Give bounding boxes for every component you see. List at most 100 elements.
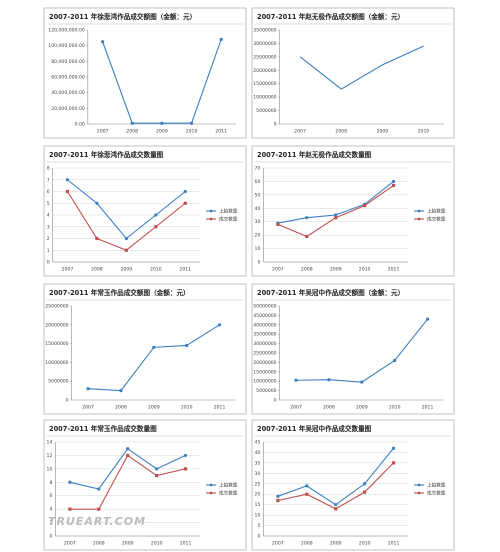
y-tick-label: 5000000: [48, 379, 69, 385]
y-tick-label: 10000000: [45, 360, 68, 366]
x-tick-label: 2011: [388, 267, 400, 273]
x-tick-label: 2011: [215, 129, 227, 135]
data-point: [97, 487, 101, 491]
y-tick-label: 35: [255, 460, 261, 466]
y-tick-label: 40: [255, 450, 261, 456]
data-point: [183, 467, 188, 471]
x-tick-label: 2009: [156, 129, 168, 135]
chart-title: 2007-2011 年吴冠中作品成交数量图: [257, 424, 372, 433]
legend-label: 上拍数量: [427, 482, 446, 489]
data-point: [393, 358, 397, 363]
y-tick-label: 20000000: [253, 360, 276, 366]
data-point: [189, 121, 194, 125]
y-tick-label: 7: [47, 177, 50, 183]
y-tick-label: 30000000: [253, 41, 276, 47]
y-tick-label: 25000000: [253, 351, 276, 357]
data-point: [276, 222, 280, 226]
chart-panel: 2007-2011 年徐悲鸿作品成交数量图 0 1 2 3 4 5 6 7 8 2007 2008 20…: [43, 145, 247, 277]
y-tick-label: 40,000,000.00: [51, 90, 85, 96]
data-point: [86, 387, 90, 391]
x-tick-label: 2009: [376, 129, 388, 135]
y-tick-label: 6: [49, 493, 52, 499]
y-tick-label: 20: [255, 492, 261, 498]
x-tick-label: 2008: [126, 129, 138, 135]
chart-panel: 2007-2011 年吴冠中作品成交额图（金额：元） 0 5000000 100000…: [251, 283, 455, 415]
data-point: [95, 201, 99, 205]
data-point: [305, 234, 309, 239]
x-tick-label: 2009: [122, 541, 134, 547]
x-tick-label: 2011: [214, 405, 226, 411]
y-tick-label: 0: [257, 260, 260, 266]
x-tick-label: 2007: [272, 541, 284, 547]
x-tick-label: 2007: [64, 541, 76, 547]
data-point: [155, 467, 159, 471]
y-tick-label: 15000000: [253, 81, 276, 87]
chart-panel: 2007-2011 年赵无极作品成交数量图 0 10 20 30 40 50 60 70 2007…: [251, 145, 455, 277]
x-tick-label: 2010: [359, 541, 371, 547]
data-point: [160, 121, 164, 125]
legend-label: 成交数量: [219, 490, 238, 497]
data-point: [130, 121, 134, 125]
chart-title: 2007-2011 年赵无极作品成交数量图: [257, 150, 372, 159]
y-tick-label: 45000000: [253, 313, 276, 319]
data-point: [305, 216, 309, 220]
data-point: [68, 480, 72, 484]
y-tick-label: 30: [255, 471, 261, 477]
y-tick-label: 60,000,000.00: [51, 75, 85, 81]
x-tick-label: 2009: [356, 405, 368, 411]
legend-label: 成交数量: [427, 490, 446, 497]
y-tick-label: 100,000,000.00: [48, 43, 85, 49]
y-tick-label: 6: [47, 189, 50, 195]
y-tick-label: 0: [66, 398, 69, 404]
data-point: [185, 343, 189, 348]
y-tick-label: 15000000: [45, 341, 68, 347]
data-point: [183, 453, 188, 458]
y-tick-label: 14: [47, 440, 53, 446]
chart-panel: 2007-2011 年常玉作品成交数量图 0 2 4 6 8 10 12 14 2007 2008 2…: [43, 419, 247, 551]
data-point: [334, 213, 338, 217]
x-tick-label: 2008: [93, 541, 105, 547]
data-point: [155, 473, 159, 478]
x-tick-label: 2010: [151, 541, 163, 547]
data-point: [101, 40, 105, 44]
y-tick-label: 8: [47, 166, 50, 172]
chart-title: 2007-2011 年徐悲鸿作品成交数量图: [49, 150, 164, 159]
y-tick-label: 40000000: [253, 322, 276, 328]
data-point: [119, 389, 123, 393]
panel-frame: [251, 283, 455, 415]
y-tick-label: 20000000: [45, 322, 68, 328]
legend-marker: [209, 217, 213, 221]
chart-title: 2007-2011 年徐悲鸿作品成交额图（金额：元）: [49, 12, 196, 21]
data-point: [97, 507, 101, 511]
data-point: [276, 498, 280, 503]
panel-frame: [43, 7, 247, 139]
panel-frame: [251, 419, 455, 551]
data-point: [219, 37, 223, 42]
chart-panel: 2007-2011 年赵无极作品成交额图（金额：元） 0 5000000 100000…: [251, 7, 455, 139]
data-point: [124, 236, 128, 241]
data-point: [95, 236, 99, 241]
legend-label: 成交数量: [427, 216, 446, 223]
y-tick-label: 12: [47, 453, 53, 459]
y-tick-label: 0.00: [75, 122, 85, 128]
legend-label: 上拍数量: [427, 208, 446, 215]
y-tick-label: 5000000: [256, 388, 277, 394]
y-tick-label: 60: [255, 179, 261, 185]
y-tick-label: 50: [255, 192, 261, 198]
data-point: [65, 189, 70, 194]
y-tick-label: 10: [255, 513, 261, 519]
y-tick-label: 5000000: [256, 108, 277, 114]
x-tick-label: 2007: [272, 267, 284, 273]
data-point: [425, 317, 430, 321]
y-tick-label: 50000000: [253, 304, 276, 310]
x-tick-label: 2010: [359, 267, 371, 273]
y-tick-label: 20,000,000.00: [51, 106, 85, 112]
data-point: [183, 189, 187, 194]
data-point: [305, 484, 309, 488]
legend-marker: [417, 491, 421, 495]
data-point: [334, 507, 338, 511]
legend-marker: [209, 483, 213, 487]
x-tick-label: 2010: [389, 405, 401, 411]
y-tick-label: 35000000: [253, 332, 276, 338]
chart-panel: 2007-2011 年吴冠中作品成交数量图 0 5 10 15 20 25 30 35 40 45 2…: [251, 419, 455, 551]
